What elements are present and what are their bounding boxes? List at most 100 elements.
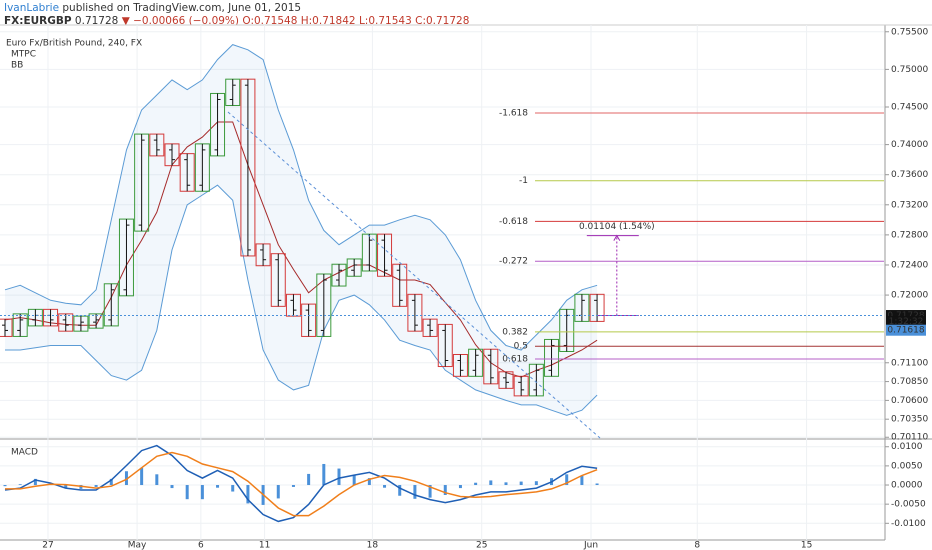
chart-title: Euro Fx/British Pound, 240, FX: [6, 39, 142, 49]
fib-label: -0.618: [499, 217, 528, 227]
y-tick-label: 0.72000: [891, 291, 928, 301]
histogram-bar: [155, 474, 159, 486]
trend-line: [227, 111, 601, 439]
symbol: FX:EURGBP: [4, 15, 72, 27]
histogram-bar: [489, 480, 493, 486]
y-tick-label: 0.74000: [891, 140, 928, 150]
histogram-bar: [64, 485, 68, 489]
histogram-bar: [18, 484, 22, 486]
histogram-bar: [231, 485, 235, 492]
histogram-bar: [307, 473, 311, 486]
indicator-label: BB: [11, 61, 23, 71]
y-tick-label: 0.70350: [891, 415, 928, 425]
y-tick-label: -0.0100: [891, 519, 926, 529]
histogram-bar: [534, 481, 538, 486]
y-tick-label: -0.0050: [891, 500, 926, 510]
price-label-box: [886, 324, 926, 336]
macd-title: MACD: [11, 448, 38, 458]
y-tick-label: 0.70600: [891, 396, 928, 406]
quote-line: FX:EURGBP 0.71728 ▼ −0.00066 (−0.09%) O:…: [4, 15, 469, 27]
histogram-bar: [428, 485, 432, 498]
histogram-bar: [398, 485, 402, 496]
price: 0.71728: [75, 15, 118, 27]
price-label: 0.71618: [887, 326, 924, 336]
x-tick-label: May: [128, 541, 147, 550]
x-tick-label: 18: [367, 541, 379, 550]
histogram-bar: [322, 463, 326, 486]
y-tick-label: 0.72400: [891, 260, 928, 270]
y-tick-label: 0.75500: [891, 27, 928, 37]
histogram-bar: [3, 485, 7, 487]
histogram-bar: [443, 485, 447, 495]
indicator-label: MTPC: [11, 50, 36, 60]
histogram-bar: [565, 474, 569, 486]
axes: 27 May 6 11 18 25 Jun 8 15 0.75500 0.75000 0.74500 0…: [42, 27, 928, 550]
fib-label: -1: [519, 176, 528, 186]
fib-label: 0.5: [514, 342, 528, 352]
price-label: 1:32:32: [889, 317, 924, 327]
histogram-bar: [367, 478, 371, 486]
histogram-bar: [337, 468, 341, 486]
header-line: IvanLabrie published on TradingView.com,…: [4, 2, 301, 14]
fib-label: 0.618: [502, 355, 528, 365]
macd-line: [4, 444, 598, 523]
x-tick-label: 25: [476, 541, 487, 550]
bb-upper: [4, 44, 598, 351]
y-tick-label: 0.0000: [891, 481, 923, 491]
change: ▼ −0.00066 (−0.09%): [122, 15, 239, 27]
histogram-bar: [33, 478, 37, 486]
histogram-bar: [94, 485, 98, 487]
histogram-bar: [124, 471, 128, 486]
histogram-bar: [109, 478, 113, 486]
histogram-bar: [140, 467, 144, 486]
price-label-box: [886, 316, 926, 328]
x-tick-label: 8: [694, 541, 700, 550]
ohlc-open: O:0.71548: [242, 15, 297, 27]
ohlc-low: L:0.71543: [359, 15, 412, 27]
bb-fill: [5, 44, 598, 416]
histogram-bar: [276, 485, 280, 499]
histogram-bar: [185, 485, 189, 500]
histogram-bar: [413, 485, 417, 499]
histogram-bar: [352, 475, 356, 486]
x-tick-label: 27: [42, 541, 53, 550]
histogram-bar: [383, 485, 387, 488]
price-label: 0.71728: [887, 311, 924, 321]
fib-label: -0.272: [499, 257, 528, 267]
ohlc-close: C:0.71728: [415, 15, 469, 27]
macd-line: [5, 451, 598, 517]
histogram-bar: [580, 475, 584, 486]
fib-label: -1.618: [499, 109, 528, 119]
macd-pane: [3, 444, 599, 523]
histogram-bar: [595, 483, 599, 486]
y-tick-label: 0.70850: [891, 377, 928, 387]
x-tick-label: 6: [198, 541, 204, 550]
y-tick-label: 0.73600: [891, 170, 928, 180]
y-tick-label: 0.72800: [891, 230, 928, 240]
x-tick-label: 15: [801, 541, 812, 550]
histogram-bar: [170, 485, 174, 489]
bb-lower: [5, 184, 598, 416]
price-label-box: [886, 310, 926, 322]
histogram-bar: [246, 485, 250, 504]
main-pane: -1.618 -1 -0.618 -0.272 0.382 0.5 0.618 0.01104…: [0, 44, 884, 416]
published: published on TradingView.com, June 01, 2…: [62, 2, 301, 14]
x-tick-label: 11: [259, 541, 270, 550]
histogram-bar: [200, 485, 204, 500]
histogram-bar: [216, 485, 220, 488]
y-tick-label: 0.75000: [891, 65, 928, 75]
author[interactable]: IvanLabrie: [4, 2, 59, 14]
y-tick-label: 0.70110: [891, 433, 928, 443]
histogram-bar: [291, 485, 295, 487]
histogram-bar: [474, 482, 478, 486]
histogram-bar: [504, 482, 508, 486]
y-tick-label: 0.73200: [891, 200, 928, 210]
grid: [0, 25, 884, 540]
ohlc-high: H:0.71842: [301, 15, 356, 27]
y-tick-label: 0.74500: [891, 102, 928, 112]
y-tick-label: 0.0100: [891, 442, 923, 452]
measure-label: 0.01104 (1.54%): [579, 222, 655, 232]
x-tick-label: Jun: [583, 541, 598, 550]
histogram-bar: [458, 485, 462, 489]
